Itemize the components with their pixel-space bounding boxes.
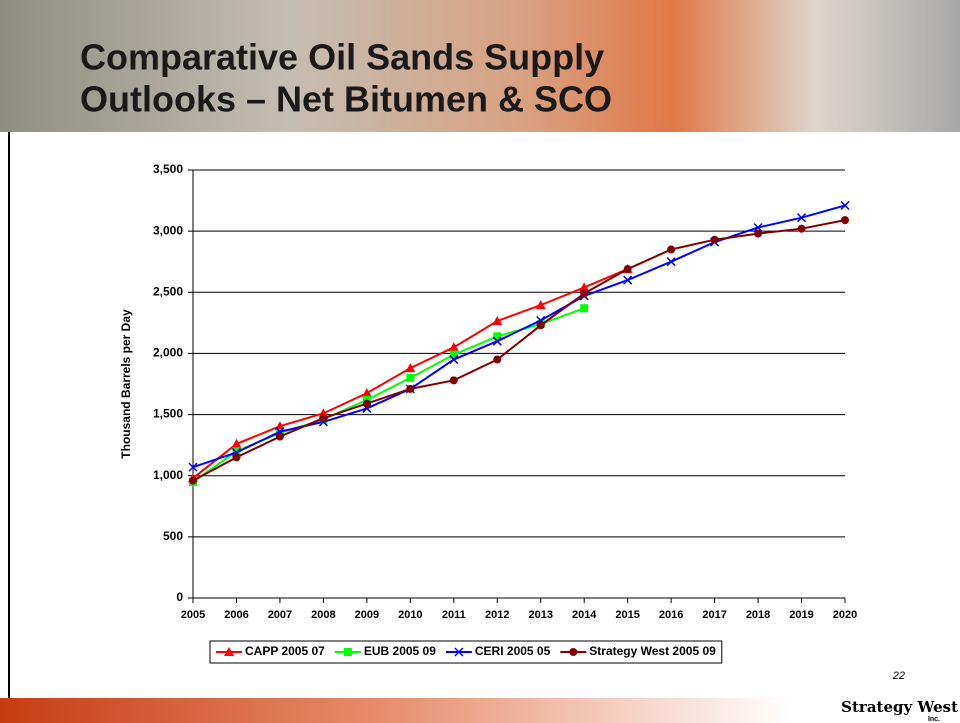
y-tick-label: 500 bbox=[163, 529, 183, 543]
x-tick-label: 2007 bbox=[268, 609, 292, 621]
marker bbox=[319, 414, 327, 422]
y-tick-label: 2,500 bbox=[153, 284, 183, 298]
marker bbox=[362, 388, 372, 397]
slide: Comparative Oil Sands Supply Outlooks – … bbox=[0, 0, 960, 723]
left-border bbox=[8, 132, 10, 700]
y-tick-label: 3,000 bbox=[153, 223, 183, 237]
marker bbox=[405, 363, 415, 372]
x-tick-label: 2016 bbox=[659, 609, 683, 621]
series-line bbox=[193, 220, 845, 480]
logo-sub: Inc. bbox=[928, 716, 940, 723]
chart: Comparative Oil Sands Supply Outlooks – … bbox=[0, 0, 960, 723]
footer-bar bbox=[0, 698, 790, 723]
y-tick-label: 3,500 bbox=[153, 162, 183, 176]
x-tick-label: 2005 bbox=[181, 609, 205, 621]
marker bbox=[569, 648, 577, 656]
page-number: 22 bbox=[892, 670, 905, 682]
marker bbox=[189, 477, 197, 485]
marker bbox=[580, 304, 588, 312]
legend-label: CAPP 2005 07 bbox=[245, 644, 325, 658]
y-tick-label: 0 bbox=[176, 590, 183, 604]
marker bbox=[406, 385, 414, 393]
x-tick-label: 2006 bbox=[224, 609, 248, 621]
legend-label: Strategy West 2005 09 bbox=[589, 644, 716, 658]
marker bbox=[667, 245, 675, 253]
marker bbox=[276, 433, 284, 441]
marker bbox=[841, 216, 849, 224]
logo: Strategy West bbox=[841, 698, 958, 716]
marker bbox=[798, 225, 806, 233]
y-tick-label: 2,000 bbox=[153, 346, 183, 360]
marker bbox=[450, 376, 458, 384]
marker bbox=[232, 453, 240, 461]
marker bbox=[449, 342, 459, 351]
x-tick-label: 2010 bbox=[398, 609, 422, 621]
x-tick-label: 2014 bbox=[572, 609, 597, 621]
x-tick-label: 2017 bbox=[702, 609, 726, 621]
y-tick-label: 1,500 bbox=[153, 407, 183, 421]
marker bbox=[493, 356, 501, 364]
x-tick-label: 2011 bbox=[442, 609, 466, 621]
series-line bbox=[193, 205, 845, 467]
marker bbox=[406, 374, 414, 382]
x-tick-label: 2015 bbox=[615, 609, 639, 621]
marker bbox=[667, 258, 675, 266]
slide-title: Outlooks – Net Bitumen & SCO bbox=[80, 79, 612, 120]
marker bbox=[754, 230, 762, 238]
marker bbox=[624, 265, 632, 273]
y-axis-label: Thousand Barrels per Day bbox=[119, 309, 133, 459]
marker bbox=[344, 648, 352, 656]
x-tick-label: 2019 bbox=[789, 609, 813, 621]
x-tick-label: 2012 bbox=[485, 609, 509, 621]
marker bbox=[711, 236, 719, 244]
legend-label: EUB 2005 09 bbox=[364, 644, 436, 658]
legend: CAPP 2005 07 EUB 2005 09 CERI 2005 05 Strat… bbox=[210, 641, 722, 663]
slide-title: Comparative Oil Sands Supply bbox=[80, 37, 604, 78]
legend-label: CERI 2005 05 bbox=[475, 644, 551, 658]
series-line bbox=[193, 308, 584, 482]
marker bbox=[580, 290, 588, 298]
x-tick-label: 2009 bbox=[355, 609, 379, 621]
x-tick-label: 2018 bbox=[746, 609, 770, 621]
marker bbox=[363, 400, 371, 408]
marker bbox=[537, 321, 545, 329]
x-tick-label: 2013 bbox=[528, 609, 552, 621]
y-tick-label: 1,000 bbox=[153, 468, 183, 482]
x-tick-label: 2008 bbox=[311, 609, 335, 621]
x-tick-label: 2020 bbox=[833, 609, 857, 621]
